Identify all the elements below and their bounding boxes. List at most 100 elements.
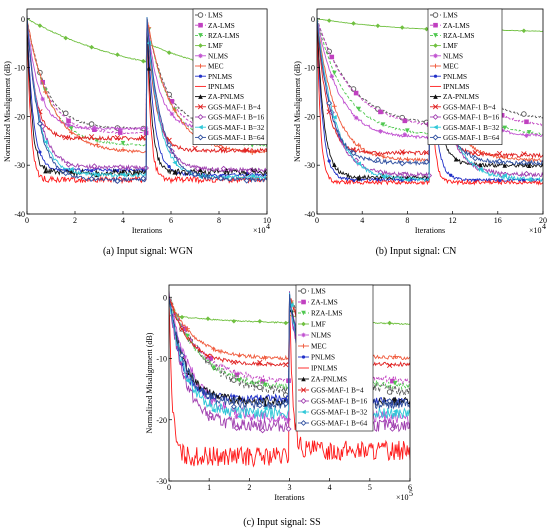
data-point xyxy=(526,130,532,135)
data-point xyxy=(179,352,185,359)
legend-label: LMF xyxy=(311,321,326,329)
legend-marker xyxy=(301,343,306,349)
legend-marker xyxy=(301,409,306,415)
data-point xyxy=(117,164,124,171)
data-point xyxy=(399,149,405,155)
data-point xyxy=(92,125,97,130)
x-multiplier-exponent: 4 xyxy=(542,222,546,231)
legend-marker xyxy=(197,134,204,141)
data-point xyxy=(283,320,289,326)
legend-marker xyxy=(198,33,203,38)
data-point xyxy=(179,314,185,320)
data-point xyxy=(399,160,406,167)
data-point xyxy=(88,134,95,140)
data-point xyxy=(399,25,405,30)
caption-b: (b) Input signal: CN xyxy=(376,246,457,257)
data-point xyxy=(424,26,429,32)
x-tick-label: 6 xyxy=(169,216,173,225)
legend-box xyxy=(427,8,503,145)
data-point xyxy=(204,393,211,399)
legend-label: GGS-MAF-1 B=16 xyxy=(311,398,368,406)
legend-label: IPNLMS xyxy=(208,83,234,91)
data-point xyxy=(146,65,152,71)
x-tick-label: 2 xyxy=(73,216,77,225)
legend-marker xyxy=(433,124,438,130)
legend-label: IPNLMS xyxy=(443,83,469,91)
data-point xyxy=(117,130,123,135)
data-point xyxy=(234,372,239,378)
data-point xyxy=(182,326,188,332)
data-point xyxy=(374,156,381,163)
legend-label: MEC xyxy=(443,63,459,71)
x-axis-label: Iterations xyxy=(274,493,304,502)
data-point xyxy=(249,173,255,179)
data-point xyxy=(329,54,335,60)
data-point xyxy=(172,107,177,113)
legend-label: GGS-MAF-1 B=4 xyxy=(208,103,261,111)
legend-label: LMF xyxy=(443,42,458,50)
data-point xyxy=(233,425,240,431)
data-point xyxy=(140,134,146,141)
data-point xyxy=(392,354,398,359)
data-point xyxy=(69,126,74,131)
data-point xyxy=(496,158,503,165)
data-point xyxy=(332,103,337,109)
x-axis-label: Iterations xyxy=(132,226,162,235)
data-point xyxy=(263,382,268,388)
legend-marker xyxy=(198,22,203,28)
data-point xyxy=(283,361,289,368)
data-point xyxy=(329,74,335,79)
data-point xyxy=(90,169,94,173)
x-tick-label: 2 xyxy=(247,483,251,492)
data-point xyxy=(386,398,393,404)
y-tick-label: -10 xyxy=(304,64,315,73)
data-point xyxy=(257,318,263,324)
y-tick-label: 0 xyxy=(21,15,25,24)
data-point xyxy=(166,142,173,149)
legend-marker xyxy=(433,74,438,78)
data-point xyxy=(263,405,268,411)
data-point xyxy=(282,400,289,407)
y-tick-label: -20 xyxy=(156,416,167,425)
x-tick-label: 10 xyxy=(263,216,271,225)
data-point xyxy=(120,168,126,174)
y-tick-label: -40 xyxy=(304,210,315,219)
data-point xyxy=(375,151,381,157)
legend-label: GGS-MAF-1 B=64 xyxy=(208,134,265,142)
data-point xyxy=(63,110,69,117)
legend-label: ZA-PNLMS xyxy=(208,93,244,101)
data-point xyxy=(237,352,242,358)
x-tick-label: 20 xyxy=(539,216,547,225)
legend-label: LMS xyxy=(311,288,326,296)
data-point xyxy=(356,161,362,166)
series-line xyxy=(317,17,543,123)
legend-label: RZA-LMS xyxy=(443,32,475,40)
data-point xyxy=(502,173,508,178)
data-point xyxy=(185,333,190,339)
x-tick-label: 0 xyxy=(25,216,29,225)
data-point xyxy=(332,162,337,168)
legend-label: NLMS xyxy=(443,52,463,60)
legend-marker xyxy=(198,124,203,130)
legend-marker xyxy=(198,94,203,99)
legend-label: GGS-MAF-1 B=4 xyxy=(443,103,496,111)
data-point xyxy=(449,173,453,177)
legend-label: NLMS xyxy=(208,52,228,60)
data-point xyxy=(237,395,242,400)
data-point xyxy=(521,28,527,34)
data-point xyxy=(43,139,48,145)
legend-marker xyxy=(198,74,203,78)
y-tick-label: -20 xyxy=(304,112,315,121)
legend-marker xyxy=(198,53,203,59)
legend-label: PNLMS xyxy=(311,354,335,362)
x-multiplier-exponent: 5 xyxy=(409,489,413,498)
legend-marker xyxy=(300,420,307,426)
legend-label: NLMS xyxy=(311,332,331,340)
y-tick-label: -30 xyxy=(304,161,315,170)
legend-label: ZA-LMS xyxy=(443,22,470,30)
data-point xyxy=(502,125,508,131)
data-point xyxy=(521,151,527,157)
data-point xyxy=(326,100,333,107)
data-point xyxy=(63,134,69,141)
